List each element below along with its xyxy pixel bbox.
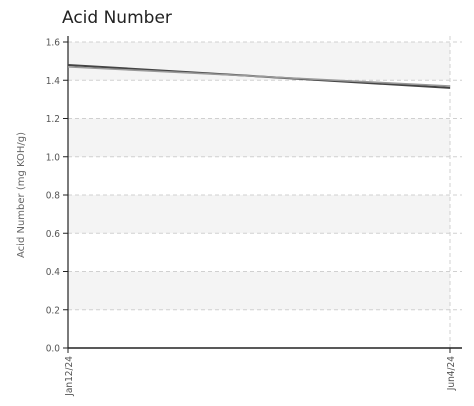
y-axis-title: Acid Number (mg KOH/g) — [16, 132, 27, 258]
y-tick-label: 1.2 — [46, 114, 60, 125]
background-bands — [68, 42, 450, 310]
axes — [63, 36, 462, 353]
y-tick-label: 1.0 — [46, 152, 61, 163]
background-band — [68, 271, 450, 310]
y-tick-label: 0.6 — [46, 229, 61, 240]
x-tick-label: Jan12/24 — [64, 356, 75, 397]
series-group — [67, 63, 451, 89]
background-band — [68, 195, 450, 234]
y-tick-label: 1.4 — [46, 76, 61, 87]
y-tick-label: 0.0 — [46, 344, 61, 355]
chart-title: Acid Number — [62, 8, 172, 28]
tick-labels: 0.0 0.2 0.4 0.6 0.8 1.0 1.2 1.4 1.6 Jan12/24 Jun4/… — [16, 38, 457, 397]
y-tick-label: 0.4 — [46, 267, 61, 278]
background-band — [68, 42, 450, 81]
series-line — [67, 66, 451, 87]
y-tick-label: 0.2 — [46, 305, 60, 316]
y-tick-label: 1.6 — [46, 38, 61, 49]
x-tick-label: Jun4/24 — [446, 356, 457, 392]
gridlines — [67, 36, 462, 348]
y-tick-label: 0.8 — [46, 191, 61, 202]
background-band — [68, 118, 450, 157]
